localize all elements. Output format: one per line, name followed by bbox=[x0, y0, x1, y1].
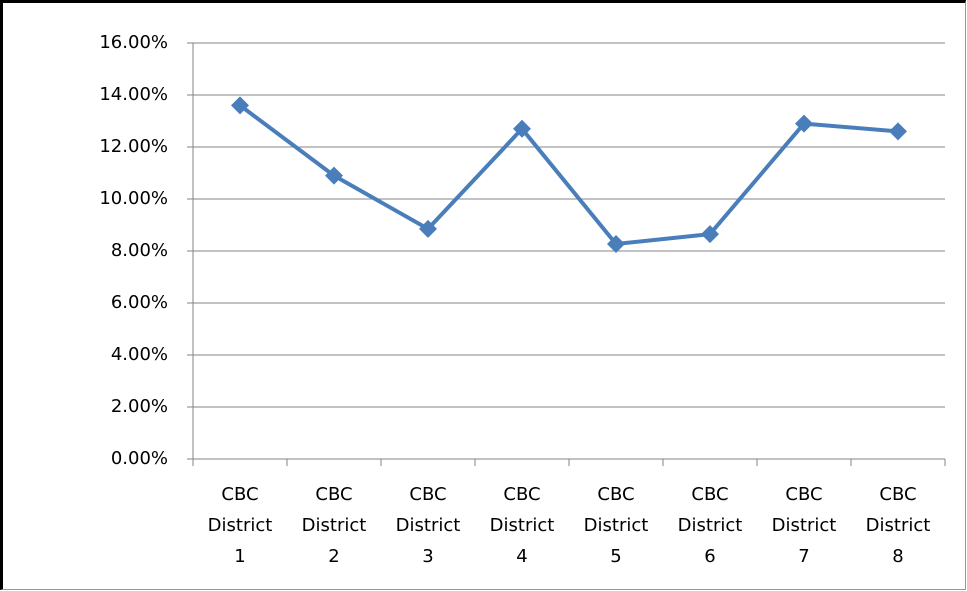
marker bbox=[419, 219, 437, 238]
y-tick-label: 12.00% bbox=[99, 136, 168, 157]
marker bbox=[795, 114, 813, 133]
x-tick-label: CBC District 7 bbox=[771, 484, 837, 567]
marker bbox=[701, 225, 719, 244]
x-tick-label: CBC District 8 bbox=[865, 484, 931, 567]
x-tick-label: CBC District 1 bbox=[207, 484, 273, 567]
x-tick-label: CBC District 5 bbox=[583, 484, 649, 567]
marker bbox=[231, 96, 249, 115]
x-tick-label: CBC District 4 bbox=[489, 484, 555, 567]
marker bbox=[513, 119, 531, 138]
marker bbox=[889, 122, 907, 141]
marker bbox=[325, 166, 343, 185]
x-tick-label: CBC District 3 bbox=[395, 484, 461, 567]
y-tick-label: 10.00% bbox=[99, 188, 168, 209]
y-tick-label: 14.00% bbox=[99, 84, 168, 105]
x-tick-label: CBC District 6 bbox=[677, 484, 743, 567]
x-tick-label: CBC District 2 bbox=[301, 484, 367, 567]
y-tick-label: 16.00% bbox=[99, 32, 168, 53]
y-tick-label: 4.00% bbox=[111, 344, 168, 365]
y-tick-label: 8.00% bbox=[111, 240, 168, 261]
y-tick-label: 2.00% bbox=[111, 396, 168, 417]
line bbox=[238, 103, 899, 246]
y-tick-label: 0.00% bbox=[111, 448, 168, 469]
y-tick-label: 6.00% bbox=[111, 292, 168, 313]
marker bbox=[607, 234, 625, 253]
